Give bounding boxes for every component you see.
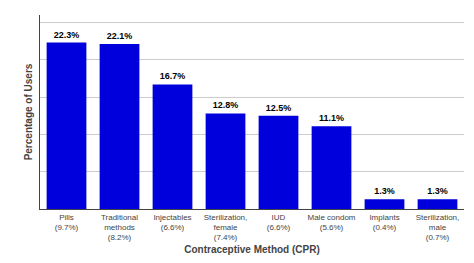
svg-text:11.1%: 11.1% [319, 113, 344, 123]
svg-text:1.3%: 1.3% [427, 186, 448, 196]
svg-text:Pills(9.7%): Pills(9.7%) [55, 213, 79, 232]
svg-text:Injectables(6.6%): Injectables(6.6%) [153, 213, 191, 232]
svg-text:Sterilization,male(0.7%): Sterilization,male(0.7%) [416, 213, 460, 243]
svg-text:Sterilization,female(7.4%): Sterilization,female(7.4%) [204, 213, 248, 243]
svg-text:Implants(0.4%): Implants(0.4%) [369, 213, 399, 232]
svg-text:12.5%: 12.5% [266, 103, 292, 113]
svg-text:Contraceptive Method (CPR): Contraceptive Method (CPR) [184, 244, 320, 255]
svg-text:IUD(6.6%): IUD(6.6%) [267, 213, 291, 232]
svg-text:1.3%: 1.3% [374, 186, 395, 196]
svg-text:22.1%: 22.1% [107, 31, 133, 41]
svg-text:22.3%: 22.3% [54, 30, 80, 40]
svg-text:Male condom(5.6%): Male condom(5.6%) [307, 213, 355, 232]
svg-text:16.7%: 16.7% [160, 71, 186, 81]
svg-text:Traditionalmethods(8.2%): Traditionalmethods(8.2%) [101, 213, 138, 243]
svg-text:12.8%: 12.8% [213, 100, 239, 110]
svg-text:Percentage of Users: Percentage of Users [23, 63, 34, 160]
